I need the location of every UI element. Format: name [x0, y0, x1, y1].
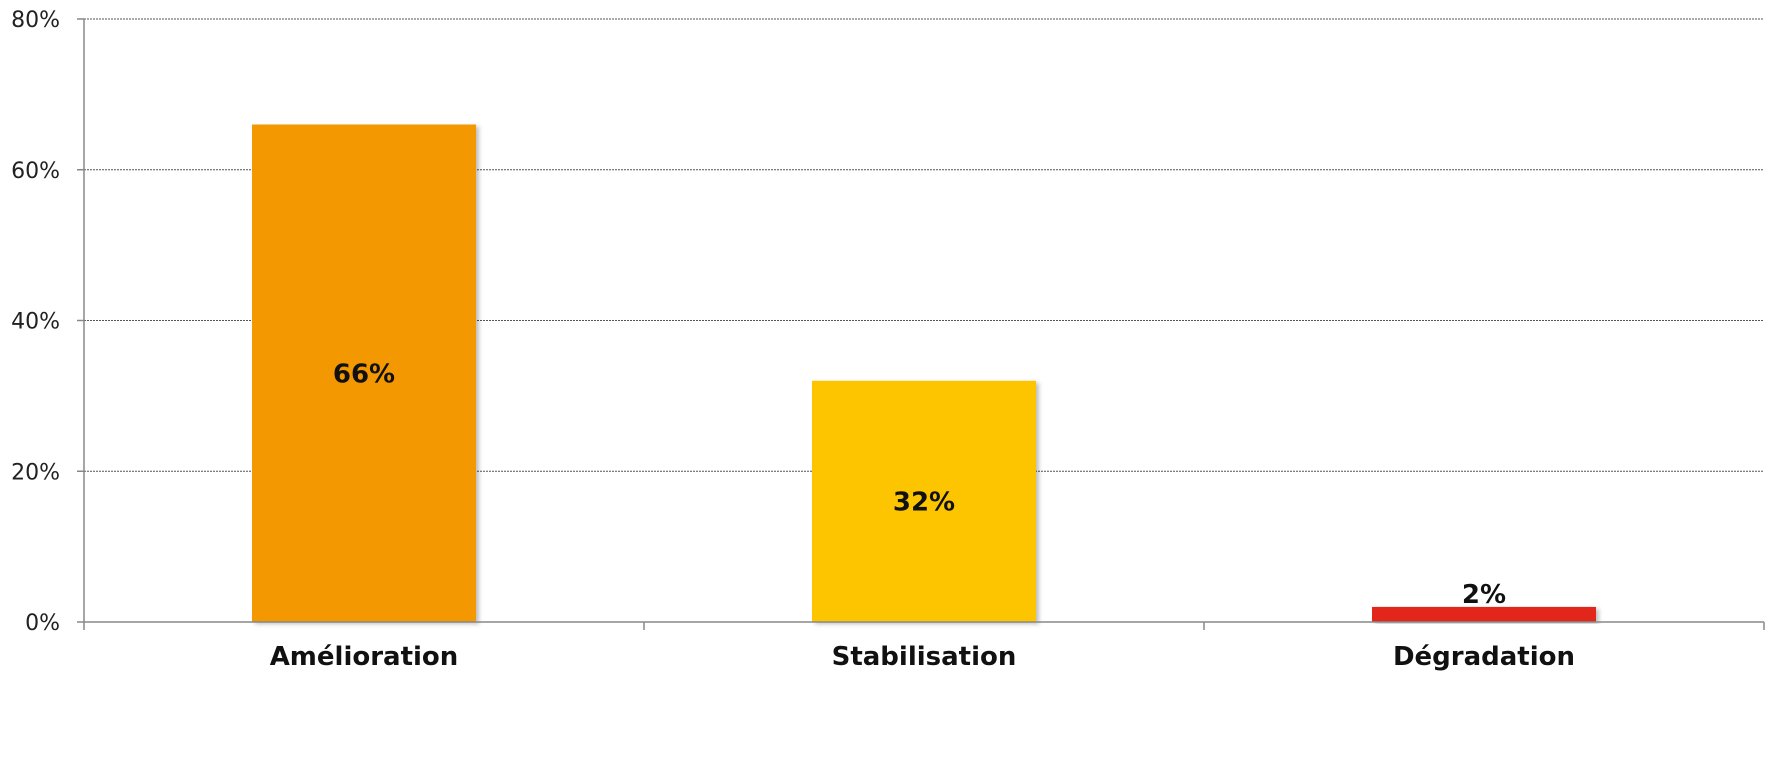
bar	[812, 380, 1036, 622]
bar	[252, 124, 476, 623]
x-category-label: Amélioration	[270, 642, 459, 672]
bars	[252, 124, 1596, 623]
data-label: 66%	[333, 359, 395, 389]
labels: 0% 20% 40% 60% 80% 66% Amélioration 32% Stabilis…	[11, 8, 1575, 672]
y-tick-label: 60%	[11, 159, 60, 184]
axes	[77, 18, 1765, 630]
bar	[1372, 606, 1596, 622]
x-category-label: Stabilisation	[832, 642, 1017, 672]
y-tick-label: 80%	[11, 8, 60, 33]
x-category-label: Dégradation	[1393, 642, 1575, 672]
y-tick-label: 40%	[11, 310, 60, 335]
y-tick-label: 20%	[11, 460, 60, 485]
y-tick-label: 0%	[25, 611, 60, 636]
data-label: 2%	[1462, 580, 1506, 610]
data-label: 32%	[893, 487, 955, 517]
